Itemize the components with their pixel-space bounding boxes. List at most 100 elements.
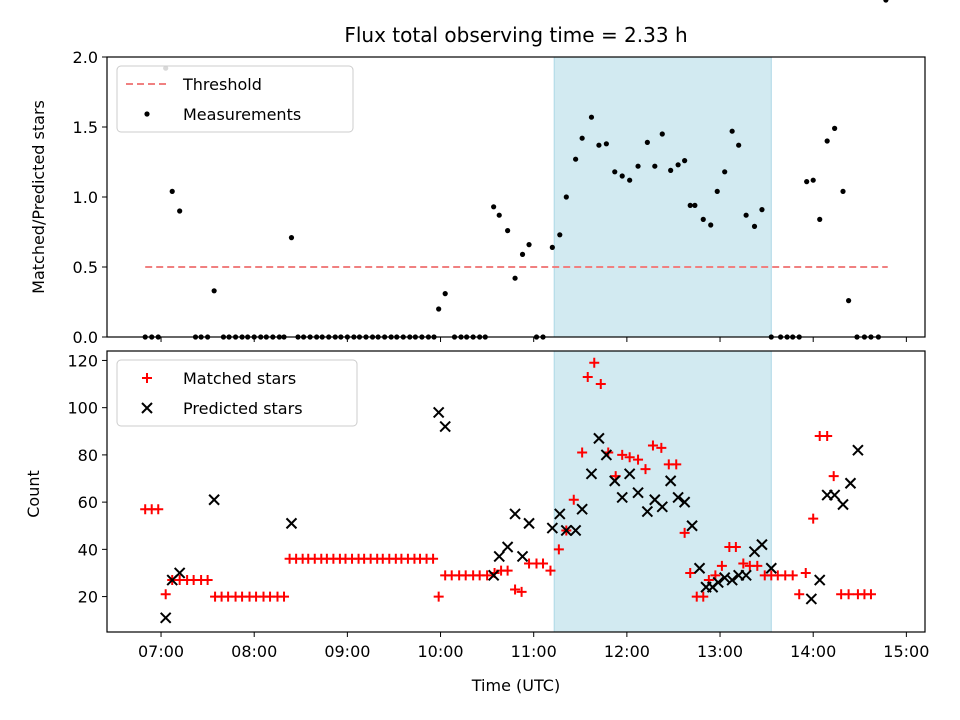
series-predicted-stars	[159, 406, 864, 624]
ratio-panel: 0.0 0.5 1.0 1.5 2.0 Threshold Measurements	[73, 0, 926, 347]
series-matched-stars	[140, 358, 876, 602]
predicted-stars-point	[852, 444, 864, 456]
predicted-stars-point	[678, 496, 691, 508]
measurement-point	[169, 188, 175, 194]
measurement-point	[557, 232, 563, 238]
measurement-point	[668, 167, 674, 173]
measurement-point	[846, 298, 852, 304]
predicted-stars-point	[656, 501, 668, 513]
matched-stars-point	[624, 452, 635, 463]
measurement-point	[817, 216, 823, 222]
y-tick-label: 0.5	[73, 258, 98, 277]
x-tick-label: 15:00	[883, 642, 929, 661]
measurement-point	[496, 212, 502, 218]
predicted-stars-point	[439, 420, 451, 433]
measurement-point	[603, 141, 609, 147]
measurement-point	[687, 202, 693, 208]
matched-stars-point	[568, 494, 579, 505]
measurement-point	[700, 216, 706, 222]
observing-window-span	[553, 56, 772, 338]
predicted-stars-point	[641, 505, 654, 518]
y-tick-label: 60	[78, 493, 98, 512]
measurement-point	[644, 139, 650, 145]
matched-stars-point	[510, 584, 521, 595]
predicted-stars-point	[576, 503, 588, 515]
predicted-stars-point	[616, 491, 628, 504]
matched-stars-point	[671, 459, 682, 470]
chart-title: Flux total observing time = 2.33 h	[344, 23, 687, 47]
predicted-stars-point	[844, 477, 857, 489]
x-tick-label: 11:00	[511, 642, 557, 661]
matched-stars-point	[808, 513, 819, 524]
measurement-point	[519, 251, 526, 257]
predicted-stars-point	[285, 517, 298, 530]
predicted-stars-point	[560, 524, 573, 537]
predicted-stars-point	[208, 494, 220, 506]
measurement-point	[588, 114, 595, 120]
matched-stars-point	[787, 570, 798, 581]
predicted-stars-point	[686, 520, 698, 532]
predicted-stars-point	[487, 569, 500, 582]
predicted-stars-point	[837, 498, 849, 511]
measurement-point	[824, 138, 830, 144]
matched-stars-point	[589, 357, 600, 368]
measurement-point	[211, 288, 217, 294]
predicted-stars-point	[600, 449, 613, 461]
predicted-stars-point	[585, 468, 598, 480]
predicted-stars-point	[693, 562, 706, 574]
matched-stars-point	[647, 440, 658, 451]
matched-stars-point	[502, 565, 513, 576]
measurement-point	[635, 163, 641, 169]
matched-stars-point	[538, 558, 549, 569]
measurement-point	[675, 162, 681, 168]
legend-box	[116, 65, 354, 133]
measurement-point	[722, 169, 728, 175]
predicted-stars-point	[740, 569, 752, 582]
measurement-point	[549, 244, 555, 250]
predicted-stars-point	[664, 475, 677, 487]
plot-layer: 0.0 0.5 1.0 1.5 2.0 Threshold Measurements 07:0…	[67, 0, 929, 661]
predicted-stars-point	[569, 524, 582, 537]
matched-stars-point	[794, 589, 805, 600]
x-tick-label: 13:00	[697, 642, 743, 661]
measurement-point	[743, 212, 749, 218]
measurement-point	[526, 242, 532, 248]
measurement-point	[442, 291, 448, 297]
measurement-point	[612, 169, 618, 175]
predicted-stars-point	[828, 489, 841, 501]
measurement-point	[832, 125, 838, 131]
matched-stars-point	[640, 464, 651, 475]
measurement-point	[708, 222, 714, 228]
measurement-point	[810, 177, 816, 183]
measurement-point	[177, 208, 183, 214]
predicted-stars-point	[765, 562, 777, 574]
matched-stars-point	[685, 567, 696, 578]
measurement-point	[596, 142, 602, 148]
matched-stars-point	[595, 379, 606, 390]
x-tick-label: 08:00	[231, 642, 277, 661]
legend-label: Predicted stars	[183, 399, 303, 418]
matched-stars-point	[553, 544, 564, 555]
x-tick-label: 10:00	[417, 642, 463, 661]
measurement-point	[619, 173, 625, 179]
predicted-stars-point	[432, 406, 445, 419]
matched-stars-point	[160, 589, 171, 600]
measurement-point	[714, 188, 720, 194]
measurement-point	[579, 135, 585, 141]
matched-stars-point	[482, 570, 493, 581]
matched-stars-point	[577, 447, 588, 458]
legend-label: Threshold	[182, 75, 262, 94]
count-panel: 07:00 08:00 09:00 10:00 11:00 12:00 13:00 14:00…	[67, 351, 929, 661]
y-tick-label: 20	[78, 588, 98, 607]
top-y-axis-label: Matched/Predicted stars	[29, 100, 48, 294]
predicted-stars-point	[726, 574, 738, 586]
measurement-point	[491, 204, 497, 210]
matched-stars-point	[679, 527, 690, 538]
legend: Threshold Measurements	[116, 65, 354, 133]
predicted-stars-point	[516, 550, 529, 563]
matched-stars-point	[752, 560, 763, 571]
measurement-point	[804, 179, 810, 185]
measurement-point	[729, 128, 735, 134]
predicted-stars-point	[805, 593, 818, 605]
matched-stars-point	[828, 471, 839, 482]
